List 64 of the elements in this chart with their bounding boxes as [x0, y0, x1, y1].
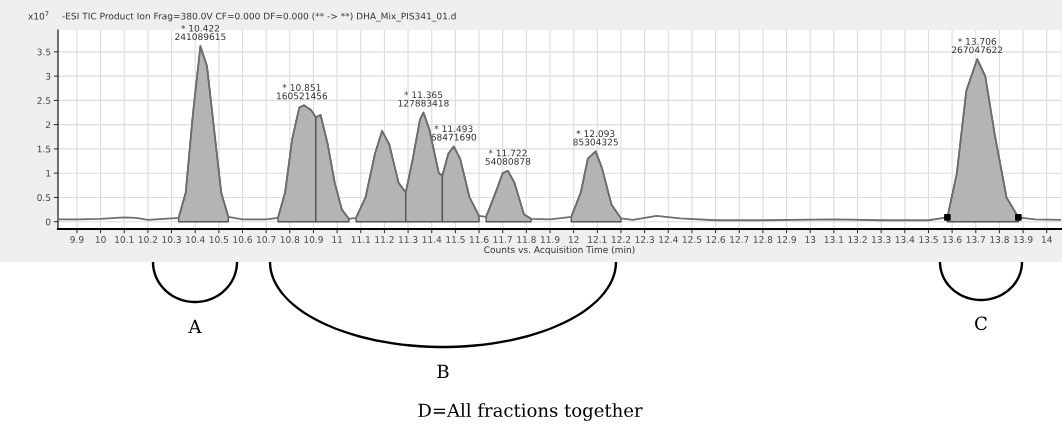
y-tick-label: 1 [46, 170, 51, 177]
x-tick-label: 12.1 [588, 236, 607, 243]
y-tick-label: 1.5 [37, 145, 51, 153]
chart-title: -ESI TIC Product Ion Frag=380.0V CF=0.000 DF=0.000 (** -> **) DHA_Mix_PIS341_01.d [62, 12, 456, 22]
annotation: * 10.422 241089615 [175, 24, 226, 41]
x-tick-label: 13.3 [872, 236, 891, 243]
y-tick-label: 3 [46, 72, 51, 80]
x-tick-label: 12.8 [753, 236, 773, 243]
x-tick-label: 10.7 [257, 236, 276, 243]
y-tick-label: 0 [45, 218, 51, 226]
annotation: * 13.706 267047622 [952, 37, 1003, 54]
y-axis-title: x10$^{7}$ [28, 11, 49, 20]
x-tick-label: 12.3 [635, 236, 654, 243]
annotation: * 12.093 85304325 [573, 130, 618, 146]
x-tick-label: 10.2 [138, 236, 158, 243]
x-tick-label: 10.3 [162, 236, 181, 243]
x-tick-label: 9.9 [70, 236, 84, 243]
x-tick-label: 12.9 [777, 236, 796, 243]
x-tick-label: 11.7 [493, 236, 512, 243]
text: B [437, 364, 449, 378]
x-tick-label: 11.6 [469, 236, 489, 243]
x-tick-label: 12.4 [659, 236, 678, 243]
text: C [975, 316, 987, 331]
x-tick-label: 12.2 [611, 236, 631, 243]
x-tick-label: 10.4 [186, 236, 205, 243]
x-tick-label: 13.8 [990, 236, 1009, 243]
x-tick-label: 10.1 [115, 236, 134, 243]
x-tick-label: 10.8 [280, 236, 300, 243]
x-tick-label: 12 [568, 236, 579, 243]
x-axis-title: Counts vs. Acquisition Time (min) [484, 246, 635, 255]
x-tick-label: 13.6 [943, 236, 962, 243]
text: A [188, 319, 202, 333]
line-series [58, 45, 1061, 222]
x-tick-label: 10 [95, 236, 106, 243]
x-tick-label: 11.9 [540, 236, 560, 243]
annotation: * 11.722 54080878 [485, 149, 531, 165]
text: D=All fractions together [418, 403, 643, 421]
x-tick-label: 14 [1041, 236, 1052, 243]
x-tick-label: 11 [332, 236, 343, 243]
x-tick-label: 12.5 [682, 236, 702, 243]
x-tick-label: 11.3 [399, 236, 418, 243]
x-tick-label: 13.5 [919, 236, 938, 243]
x-tick-label: 11.4 [422, 236, 442, 243]
y-tick-label: 2 [45, 121, 51, 129]
x-tick-label: 13.2 [848, 236, 867, 243]
x-tick-label: 11.5 [446, 236, 465, 243]
x-tick-label: 10.5 [209, 236, 229, 243]
x-tick-label: 11.1 [351, 236, 370, 243]
x-tick-label: 13 [805, 236, 816, 243]
x-tick-label: 11.8 [517, 236, 536, 243]
x-tick-label: 11.2 [375, 236, 394, 243]
annotation: * 11.365 127883418 [398, 91, 449, 107]
x-tick-label: 13.4 [895, 236, 915, 243]
y-tick-label: 3.5 [37, 48, 51, 56]
x-tick-label: 12.7 [730, 236, 749, 243]
y-tick-label: 0.5 [37, 194, 51, 202]
annotation: * 10.851 160521456 [277, 84, 328, 100]
x-tick-label: 13.7 [966, 236, 986, 243]
x-tick-label: 13.1 [824, 236, 844, 243]
y-tick-label: 2.5 [37, 97, 51, 104]
x-tick-label: 10.6 [233, 236, 252, 243]
x-tick-label: 13.9 [1014, 236, 1033, 243]
x-tick-label: 10.9 [304, 236, 323, 243]
x-tick-label: 12.6 [706, 236, 726, 243]
